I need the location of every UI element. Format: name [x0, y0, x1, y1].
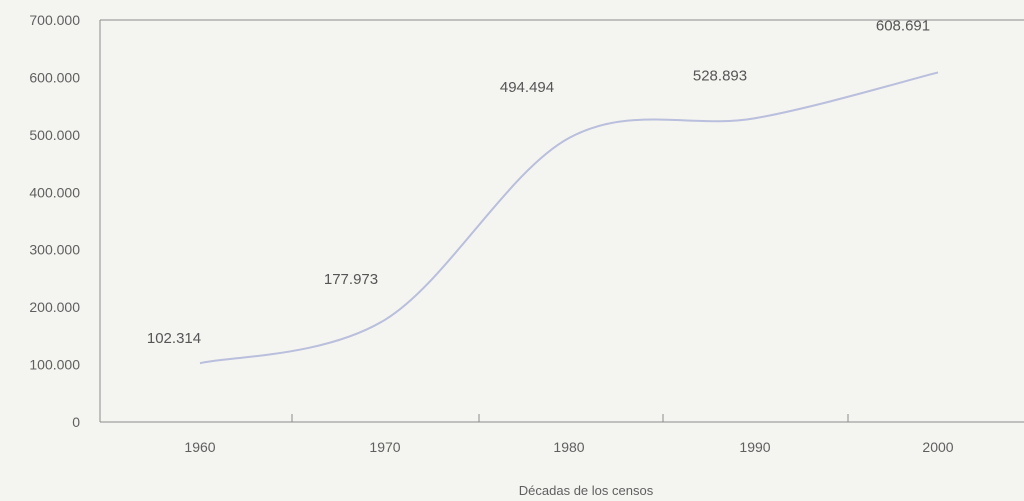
y-tick-label: 400.000 [29, 184, 80, 200]
y-tick-label: 500.000 [29, 127, 80, 143]
data-label: 528.893 [693, 67, 747, 84]
y-tick-label: 300.000 [29, 242, 80, 258]
data-labels-layer: 102.314 177.973 494.494 528.893 608.691 [147, 17, 930, 347]
data-label: 177.973 [324, 271, 378, 288]
data-label: 608.691 [876, 17, 930, 34]
y-tick-label: 200.000 [29, 299, 80, 315]
x-tick-label: 1980 [553, 439, 584, 455]
plot-frame [99, 19, 1024, 423]
series-line [199, 71, 939, 365]
x-axis-title: Décadas de los censos [519, 483, 654, 498]
data-label: 102.314 [147, 330, 201, 347]
y-axis-ticks: 0 100.000 200.000 300.000 400.000 500.000 600.… [29, 12, 80, 430]
y-tick-label: 600.000 [29, 69, 80, 85]
x-tick-label: 2000 [922, 439, 953, 455]
x-axis-ticks: 1960 1970 1980 1990 2000 [184, 414, 954, 455]
x-tick-label: 1960 [184, 439, 215, 455]
x-tick-label: 1970 [369, 439, 400, 455]
y-tick-label: 100.000 [29, 357, 80, 373]
x-tick-label: 1990 [739, 439, 770, 455]
y-tick-label: 700.000 [29, 12, 80, 28]
y-tick-label: 0 [72, 414, 80, 430]
data-label: 494.494 [500, 79, 554, 96]
series-layer [199, 71, 939, 365]
